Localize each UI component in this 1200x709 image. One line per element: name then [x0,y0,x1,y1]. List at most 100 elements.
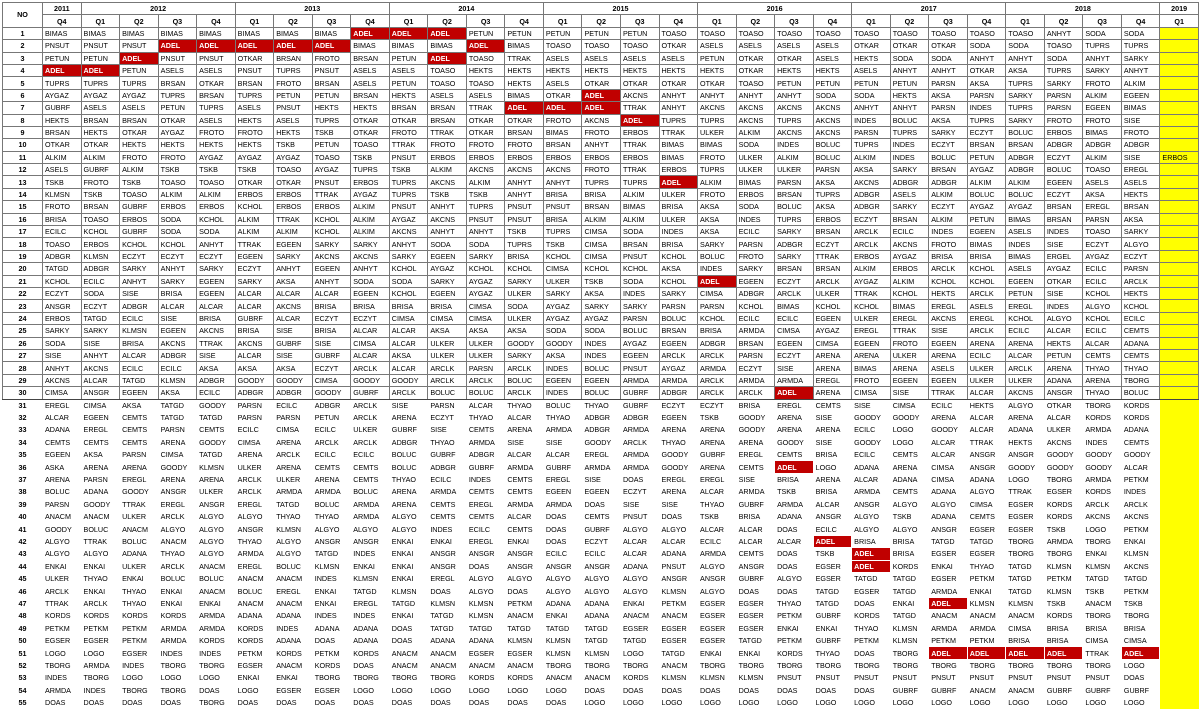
ticker-cell: TATGD [427,609,467,623]
ticker-cell: KCHOL [80,225,121,239]
table-row: 18 TOASO ERBOS KCHOL KCHOL ANHYT TTRAK EGEEN SAR… [2,237,1199,251]
ticker-cell: ADEL [388,26,429,41]
ticker-cell: ADEL [234,39,275,53]
ticker-cell: ADEL [80,63,121,78]
ticker-cell: INDES [196,646,236,660]
ticker-cell: TBORG [1082,534,1122,549]
ticker-cell: ENKAI [812,621,853,635]
empty-cell [1159,39,1199,53]
ticker-cell: ECILC [1120,311,1161,326]
ticker-cell: BOLUC [234,584,275,598]
ticker-cell: ASELS [619,51,660,65]
ticker-cell: PETKM [234,646,275,660]
table-row: 43 ALGYO ALGYO ADANA THYAO ALGYO ARMDA ALGYO TAT… [2,547,1199,561]
ticker-cell: CEMTS [889,485,930,499]
table-row: 9 BRSAN HEKTS OTKAR AYGAZ FROTO FROTO HEKTS TSKB… [2,125,1199,140]
ticker-cell: ASELS [812,39,853,53]
rank-number: 10 [2,138,43,152]
ticker-cell: GUBRF [619,398,660,412]
ticker-cell: ULKER [812,286,853,301]
ticker-cell: ERBOS [80,237,121,251]
ticker-cell: AKCNS [350,249,390,264]
ticker-cell: ADANA [928,485,968,499]
quarter-header-row: Q4 Q1 Q2 Q3 Q4 Q1 Q2 Q3 Q4 Q1 Q2 Q3 Q4 Q1 Q2 Q3 Q4 Q1 Q2 Q3… [3,14,1199,28]
ticker-cell: KCHOL [581,262,621,276]
ticker-cell: EREGL [1082,200,1122,214]
ticker-cell: ULKER [966,361,1007,375]
ticker-cell: KLMSN [388,584,429,598]
quarter-header: Q4 [966,14,1007,28]
ticker-cell: ANHYT [851,101,891,115]
ticker-cell: BRISA [42,212,82,227]
ticker-cell: BOLUC [581,386,621,400]
ticker-cell: KORDS [273,646,313,660]
ticker-cell: PETUN [1005,286,1045,301]
ticker-cell: ANHYT [1005,51,1045,65]
ticker-cell: ARCLK [350,435,390,450]
ticker-cell: SODA [80,286,121,301]
ticker-cell: TATGD [851,571,891,586]
ticker-cell: DOAS [234,695,275,709]
ticker-cell: ERBOS [273,200,313,214]
ticker-cell: KORDS [1043,497,1084,512]
ticker-cell: ARCLK [427,373,467,388]
ticker-cell: ALGYO [1005,398,1045,412]
ticker-cell: ANHYT [388,237,429,251]
empty-cell [1159,311,1199,326]
ticker-cell: ADANA [542,596,583,611]
ticker-cell: CEMTS [80,435,121,450]
ticker-cell: CIMSA [234,435,275,450]
ticker-cell: TBORG [889,658,930,673]
ticker-cell: ALGYO [273,547,313,561]
ticker-cell: ADBGR [619,410,660,425]
empty-cell [1159,373,1199,388]
ticker-cell: DOAS [542,522,583,536]
ticker-cell: ENKAI [119,571,159,586]
ticker-cell: TTRAK [619,101,660,115]
ticker-cell: AKCNS [735,113,776,127]
ticker-cell: ARMDA [697,547,737,561]
ticker-cell: EGSER [812,559,853,573]
ticker-cell: PETKM [1120,584,1161,598]
year-header-2013: 2013 [234,1,390,16]
ticker-cell: HEKTS [80,125,121,140]
table-row: 29 AKCNS ALCAR TATGD KLMSN ADBGR GOODY GOODY CIM… [2,373,1199,388]
ticker-cell: DOAS [388,695,429,709]
ticker-cell: DOAS [851,596,891,611]
ticker-cell: SODA [619,225,660,239]
empty-cell [1159,336,1199,350]
ticker-cell: TBORG [812,658,853,673]
ticker-cell: GUBRF [119,225,159,239]
ticker-cell: ANACM [157,534,198,549]
rank-number: 47 [2,596,43,611]
ticker-cell: ARMDA [1043,534,1084,549]
ticker-cell: SARKY [658,286,699,301]
ticker-cell: PETUN [465,26,506,41]
ticker-cell: ULKER [119,509,159,524]
empty-cell [1159,658,1199,673]
ticker-cell: BRSAN [234,76,275,90]
ticker-cell: ALGYO [851,509,891,524]
ticker-cell: ALCAR [735,534,776,549]
ticker-cell: BRISA [812,448,853,462]
ticker-cell: LOGO [581,695,621,709]
ticker-cell: INDES [542,386,583,400]
ticker-cell: CIMSA [1120,633,1161,648]
ticker-cell: INDES [1082,435,1122,450]
ticker-cell: HEKTS [658,63,699,78]
ticker-cell: ANACM [388,658,429,673]
ticker-cell: ALGYO [465,571,506,586]
table-row: 52 TBORG ARMDA INDES TBORG TBORG EGSER ANACM KOR… [2,658,1199,673]
ticker-cell: ADANA [581,609,621,623]
ticker-cell: ALCAR [80,373,121,388]
ticker-cell: ASELS [80,101,121,115]
ticker-cell: AYGAZ [388,212,429,227]
ticker-cell: PARSN [1082,212,1122,227]
ticker-cell: THYAO [119,596,159,611]
ticker-cell: SODA [196,225,236,239]
ticker-cell: SARKY [774,225,814,239]
ticker-cell: AKCNS [1120,509,1161,524]
ticker-cell: SARKY [427,274,467,289]
ticker-cell: ERBOS [273,187,313,202]
ticker-cell: INDES [311,571,352,586]
